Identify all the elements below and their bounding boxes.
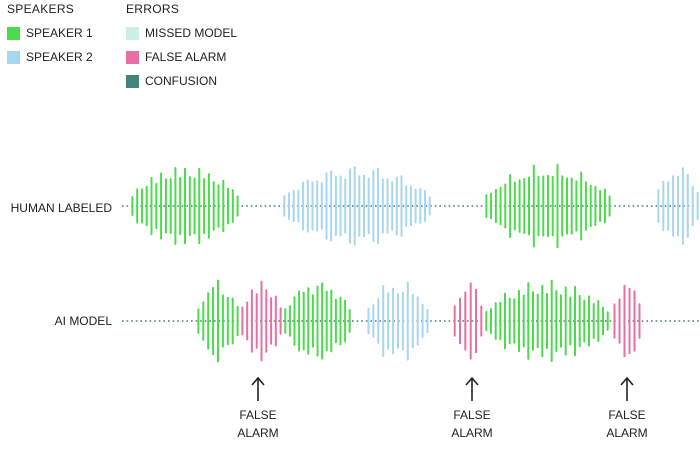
waveform-segment-speaker-2 xyxy=(367,281,429,361)
false-alarm-swatch xyxy=(126,50,139,64)
legend-item-confusion: CONFUSION xyxy=(126,73,217,89)
speaker-2-swatch xyxy=(7,50,20,64)
waveform-segment-false-alarm xyxy=(241,280,282,362)
legend-item-missed-model: MISSED MODEL xyxy=(126,25,237,41)
up-arrow-icon xyxy=(251,376,265,401)
callout-line-1: FALSE xyxy=(453,408,491,422)
false-alarm-label: FALSE ALARM xyxy=(145,50,227,64)
speaker-1-label: SPEAKER 1 xyxy=(26,26,93,40)
confusion-swatch xyxy=(126,74,139,88)
speaker-2-label: SPEAKER 2 xyxy=(26,50,93,64)
errors-legend-title: ERRORS xyxy=(126,2,180,16)
callout-line-2: ALARM xyxy=(451,426,493,440)
human-labeled-track xyxy=(122,163,700,249)
waveform-segment-false-alarm xyxy=(453,282,483,360)
up-arrow-icon xyxy=(620,376,634,401)
waveform-segment-speaker-1 xyxy=(284,282,351,360)
missed-model-label: MISSED MODEL xyxy=(145,26,238,40)
false-alarm-callout-2: FALSE ALARM xyxy=(432,376,512,442)
legend-item-speaker-1: SPEAKER 1 xyxy=(7,25,93,41)
waveform-segment-speaker-1 xyxy=(485,163,611,249)
missed-model-swatch xyxy=(126,26,139,40)
waveform-segment-speaker-2 xyxy=(283,166,431,246)
false-alarm-callout-1: FALSE ALARM xyxy=(218,376,298,442)
callout-line-2: ALARM xyxy=(606,426,648,440)
waveform-segment-speaker-1 xyxy=(131,167,239,245)
callout-line-1: FALSE xyxy=(239,408,277,422)
legend-item-speaker-2: SPEAKER 2 xyxy=(7,49,93,65)
up-arrow-icon xyxy=(465,376,479,401)
false-alarm-callout-3: FALSE ALARM xyxy=(587,376,667,442)
waveform-segment-speaker-1 xyxy=(485,279,609,363)
human-labeled-row-label: HUMAN LABELED xyxy=(10,201,112,215)
waveform-segment-speaker-2 xyxy=(657,167,699,245)
ai-model-track xyxy=(122,279,700,363)
legend-item-false-alarm: FALSE ALARM xyxy=(126,49,226,65)
speaker-1-swatch xyxy=(7,26,20,40)
ai-model-row-label: AI MODEL xyxy=(54,314,112,328)
waveform-segment-false-alarm xyxy=(613,284,641,358)
callout-line-1: FALSE xyxy=(608,408,646,422)
waveform-segment-speaker-1 xyxy=(197,279,239,363)
callout-line-2: ALARM xyxy=(237,426,279,440)
speakers-legend-title: SPEAKERS xyxy=(7,2,75,16)
confusion-label: CONFUSION xyxy=(145,74,217,88)
